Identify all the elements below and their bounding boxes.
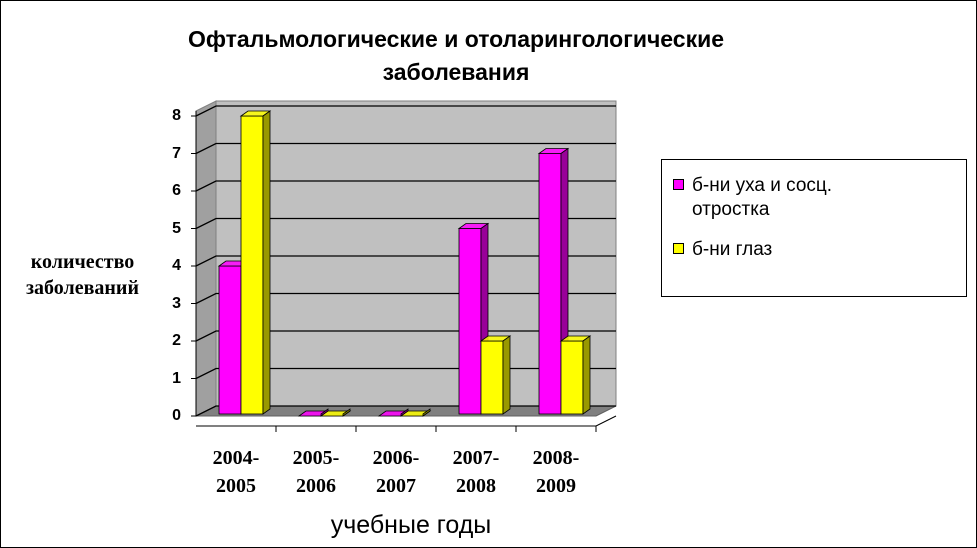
grid-line: [195, 217, 616, 230]
x-tick-label: 2008- 2009: [532, 447, 580, 497]
y-tick-label: 8: [172, 107, 181, 124]
bar-side: [582, 335, 591, 415]
grid-line: [195, 105, 616, 117]
legend-label: б-ни глаз: [692, 239, 773, 260]
legend-swatch: [673, 243, 684, 254]
legend-swatch: [673, 179, 684, 190]
y-tick-label: 1: [172, 369, 181, 387]
grid-line: [195, 142, 616, 155]
y-tick-label: 4: [172, 257, 181, 274]
bar: [560, 340, 584, 415]
bar-side: [262, 110, 271, 415]
y-tick-label: 7: [172, 144, 181, 162]
bar-side: [342, 408, 351, 417]
x-axis-title: учебные годы: [330, 511, 492, 539]
bar-side: [502, 335, 511, 415]
y-tick-label: 3: [172, 294, 181, 312]
x-axis-end: [595, 415, 617, 427]
x-tick-label: 2005- 2006: [292, 447, 340, 497]
chart-title: Офтальмологические и отоларингологически…: [187, 26, 725, 85]
bar: [480, 340, 504, 415]
y-tick-label: 6: [172, 182, 181, 199]
x-tick-label: 2006- 2007: [372, 447, 420, 497]
y-tick-label: 5: [172, 219, 181, 237]
legend-label: б-ни уха и сосц. отростка: [692, 175, 833, 220]
y-axis-title: количество заболеваний: [26, 251, 139, 299]
y-tick-label: 2: [172, 332, 181, 349]
legend: б-ни уха и сосц. отростка б-ни глаз: [661, 159, 967, 297]
bar: [218, 265, 242, 415]
x-tick-label: 2004- 2005: [212, 447, 260, 497]
x-tick-label: 2007- 2008: [452, 447, 500, 497]
bar-side: [422, 408, 431, 417]
bar: [458, 228, 482, 415]
y-tick-label: 0: [172, 407, 181, 424]
grid-line: [195, 180, 616, 192]
bar: [240, 115, 264, 415]
bar: [538, 153, 562, 415]
